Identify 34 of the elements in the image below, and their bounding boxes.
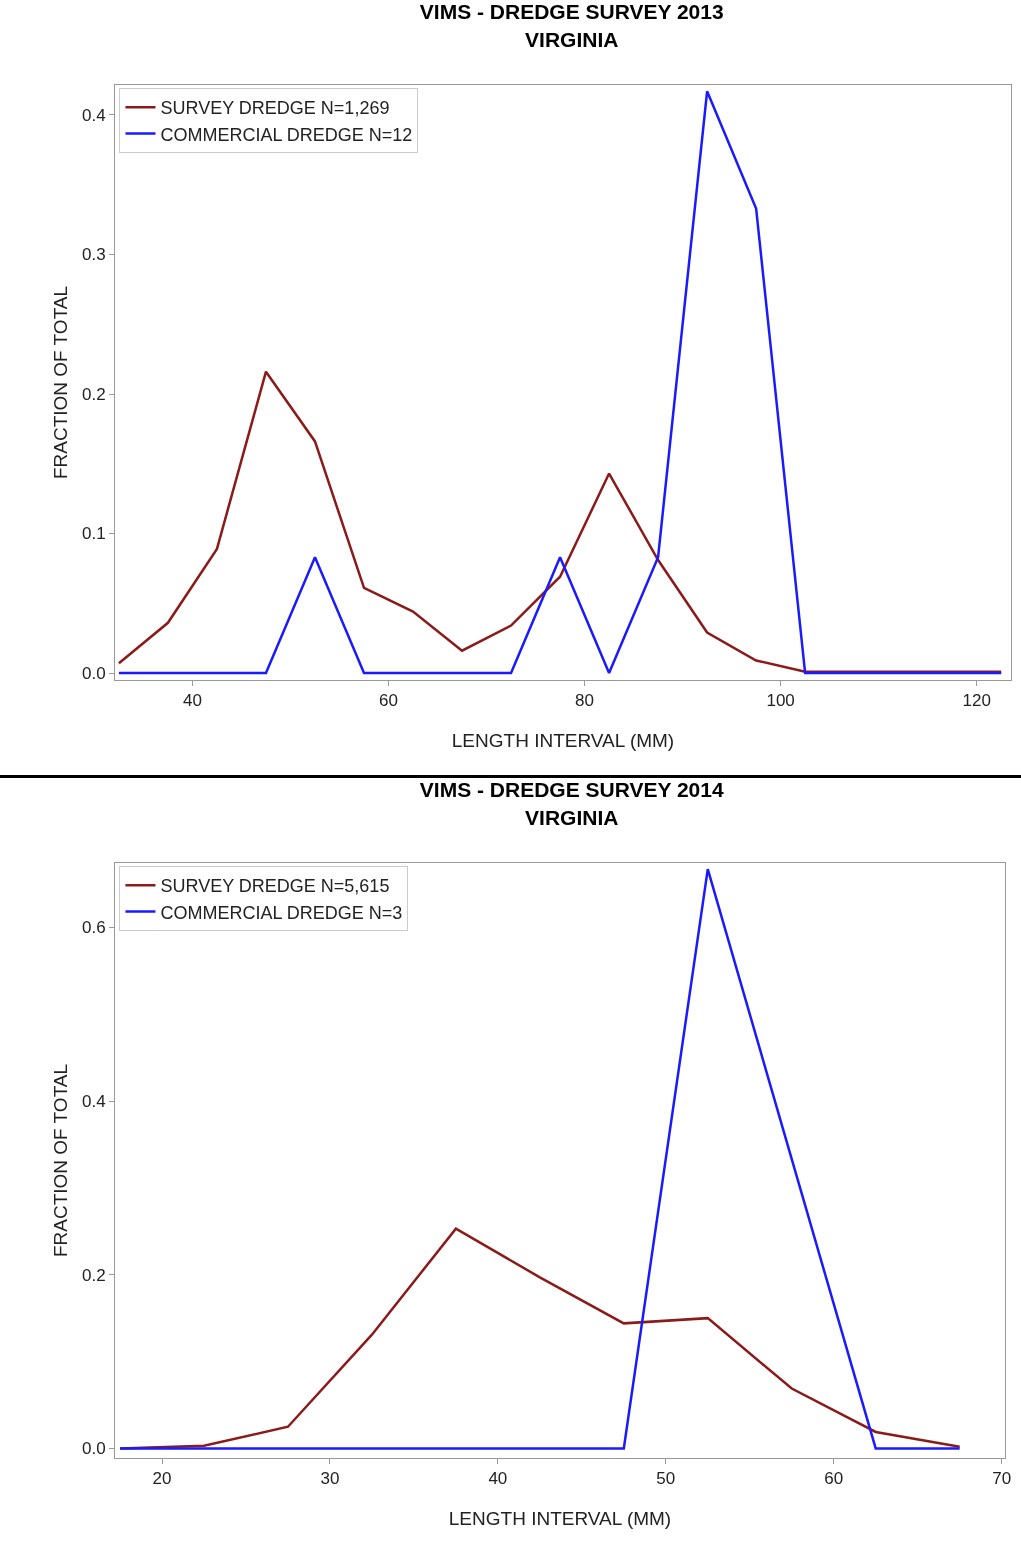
x-tick-label: 40 [182,691,202,711]
y-tick-label: 0.4 [81,105,106,125]
y-tick-label: 0.1 [81,524,106,544]
line-series [117,370,1003,673]
x-tick-label: 30 [320,1469,340,1489]
chart-subtitle: VIRGINIA [525,805,619,829]
y-axis-title: FRACTION OF TOTAL [50,1063,71,1258]
legend-label: SURVEY DREDGE N=1,269 [160,98,390,119]
y-tick-label: 0.2 [81,384,106,404]
x-tick-label: 40 [488,1469,508,1489]
x-tick-label: 60 [379,691,398,711]
x-axis-title: LENGTH INTERVAL (MM) [451,730,675,751]
y-tick-label: 0.0 [81,663,106,683]
x-tick-label: 120 [962,691,991,711]
x-tick-label: 50 [656,1469,676,1489]
legend-label: COMMERCIAL DREDGE N=12 [160,124,413,145]
chart-subtitle: VIRGINIA [525,27,619,51]
y-tick-label: 0.6 [81,918,106,938]
line-series [117,90,1003,675]
chart-title: VIMS - DREDGE SURVEY 2014 [419,778,724,802]
legend-label: SURVEY DREDGE N=5,615 [160,876,390,897]
x-tick-label: 60 [824,1469,844,1489]
y-tick-label: 0.0 [81,1439,106,1459]
legend-label: COMMERCIAL DREDGE N=3 [160,902,403,923]
y-tick-label: 0.4 [81,1091,106,1111]
y-axis-title: FRACTION OF TOTAL [50,285,71,480]
y-tick-label: 0.3 [81,245,106,265]
x-tick-label: 70 [992,1469,1012,1489]
y-tick-label: 0.2 [81,1265,106,1285]
x-tick-label: 20 [152,1469,172,1489]
x-axis-title: LENGTH INTERVAL (MM) [448,1508,672,1529]
chart-title: VIMS - DREDGE SURVEY 2013 [419,0,724,24]
x-tick-label: 80 [575,691,595,711]
x-tick-label: 100 [766,691,795,711]
